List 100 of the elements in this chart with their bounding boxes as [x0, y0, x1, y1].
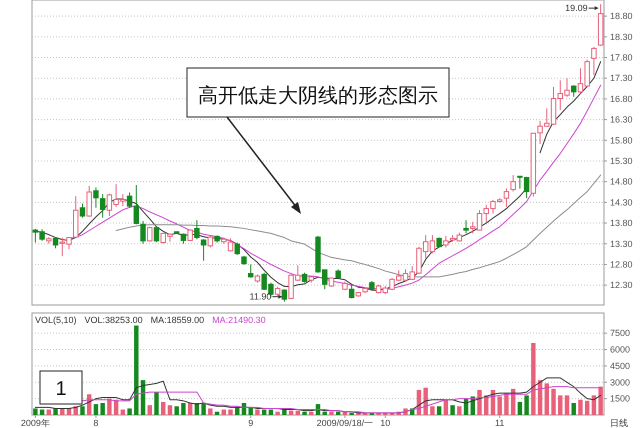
bar — [201, 403, 206, 415]
y-tick-label: 4500 — [610, 360, 630, 371]
bar — [46, 410, 52, 415]
bar — [538, 380, 542, 415]
bar — [127, 408, 132, 415]
y-tick-label: 12.30 — [610, 280, 633, 290]
bar — [194, 403, 200, 415]
candlestick — [510, 174, 516, 192]
bar — [524, 395, 529, 415]
annotation: 1 — [55, 378, 67, 400]
y-tick-label: 6000 — [610, 344, 630, 355]
bar — [302, 412, 307, 415]
bar — [578, 400, 583, 415]
y-tick-label: 15.80 — [610, 135, 633, 146]
bar — [262, 410, 266, 415]
candlestick — [248, 264, 254, 278]
y-tick-label: 1500 — [610, 394, 630, 404]
text: MA:18559.00 — [150, 315, 204, 325]
y-tick-label: 13.30 — [610, 238, 633, 249]
bar — [235, 407, 240, 415]
candlestick — [200, 238, 206, 262]
bar — [268, 410, 274, 415]
bar — [296, 410, 300, 415]
bar — [497, 396, 502, 415]
x-tick-label: 2009/09/18/一 — [316, 418, 374, 428]
bar — [114, 400, 118, 415]
bar — [53, 408, 58, 415]
y-tick-label: 15.30 — [610, 156, 633, 166]
bar — [484, 395, 488, 415]
x-tick-label: 10 — [380, 418, 390, 428]
y-tick-label: 13.80 — [610, 218, 633, 228]
y-tick-label: 7500 — [610, 328, 630, 338]
bar — [248, 407, 253, 415]
bar — [174, 406, 179, 415]
bar — [168, 405, 172, 415]
bar — [86, 394, 92, 415]
bar — [490, 390, 496, 415]
bar — [504, 393, 509, 415]
bar — [464, 398, 468, 415]
bar — [94, 404, 98, 415]
candlestick — [80, 203, 86, 218]
bar — [444, 400, 448, 415]
chart-title: VOL(5,10) — [35, 315, 77, 325]
bar — [33, 408, 38, 415]
bar — [450, 405, 455, 415]
bar — [531, 343, 536, 415]
annotation: 11.90 — [249, 292, 272, 302]
bar — [510, 388, 516, 415]
candlestick — [463, 220, 469, 234]
bar — [336, 412, 340, 415]
candlestick — [52, 236, 58, 249]
bar — [60, 408, 65, 415]
candlestick — [234, 242, 240, 256]
bar — [120, 410, 126, 415]
bar — [430, 406, 435, 415]
bar — [416, 390, 422, 415]
text: 日线 — [610, 418, 628, 428]
y-tick-label: 14.80 — [610, 176, 633, 187]
bar — [322, 412, 327, 415]
bar — [518, 402, 522, 415]
y-tick-label: 3000 — [610, 377, 630, 388]
bar — [584, 400, 590, 415]
bar — [571, 403, 576, 415]
bar — [228, 410, 233, 415]
bar — [188, 403, 192, 415]
bar — [457, 406, 462, 415]
annotation: 19.09 — [565, 3, 588, 14]
y-tick-label: 18.80 — [610, 11, 633, 22]
y-tick-label: 16.80 — [610, 94, 633, 104]
candlestick — [348, 284, 354, 299]
bar — [40, 410, 44, 415]
bar — [148, 405, 152, 415]
candlestick — [140, 220, 146, 244]
bar — [222, 410, 226, 415]
bar — [181, 403, 186, 415]
bar — [282, 410, 287, 415]
bar — [80, 406, 85, 415]
bar — [208, 408, 213, 415]
bar — [544, 383, 550, 415]
bar — [558, 395, 562, 415]
y-tick-label: 18.30 — [610, 32, 633, 42]
candlestick — [241, 255, 247, 266]
bar — [161, 402, 166, 415]
bar — [140, 380, 146, 415]
line-series — [82, 386, 602, 414]
y-tick-label: 14.30 — [610, 197, 633, 208]
bar — [107, 398, 112, 415]
y-tick-label: 12.80 — [610, 259, 633, 270]
candlestick — [208, 235, 214, 248]
text: MA:21490.30 — [212, 315, 266, 325]
bar — [288, 410, 294, 415]
annotation: 高开低走大阴线的形态图示 — [198, 84, 438, 107]
candlestick — [591, 46, 597, 76]
x-tick-label: 9 — [248, 418, 254, 428]
candlestick — [504, 188, 510, 208]
candlestick — [328, 277, 334, 288]
candlestick — [302, 272, 308, 284]
bar — [423, 388, 428, 415]
x-tick-label: 2009年 — [20, 418, 50, 428]
candlestick — [436, 237, 442, 248]
